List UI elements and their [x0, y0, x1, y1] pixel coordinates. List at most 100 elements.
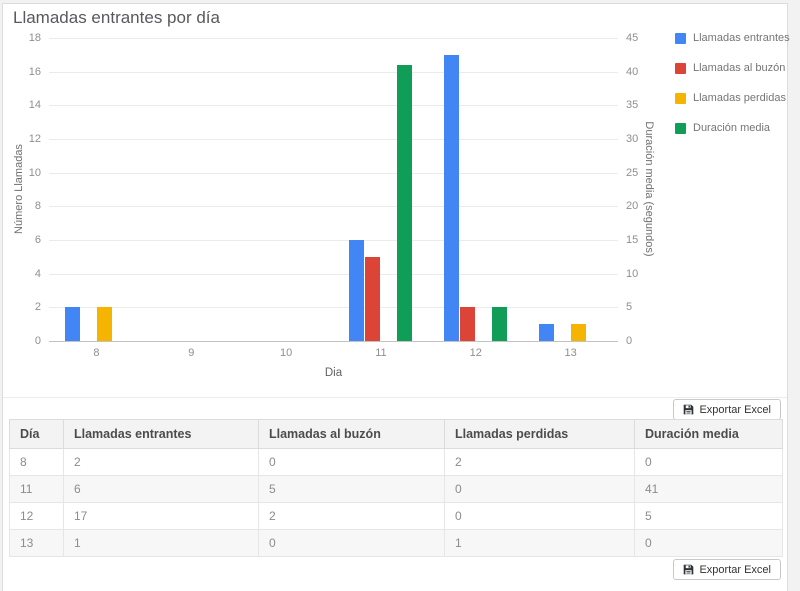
table-header-cell: Llamadas al buzón — [258, 419, 445, 449]
gridline — [49, 206, 618, 208]
table-cell: 1 — [444, 529, 635, 557]
table-cell: 6 — [63, 475, 259, 503]
y-right-tick-label: 15 — [626, 234, 639, 246]
bar-llamadas-perdidas-day-8[interactable] — [96, 307, 112, 341]
table-cell: 0 — [634, 529, 783, 557]
y-right-tick-label: 35 — [626, 99, 639, 112]
table-cell: 5 — [634, 502, 783, 530]
table-row: 12 17 2 0 5 — [9, 502, 783, 530]
y-left-tick-label: 18 — [28, 32, 41, 44]
table-header-cell: Día — [9, 419, 64, 449]
gridline — [49, 307, 618, 309]
table-cell: 5 — [258, 475, 445, 503]
export-excel-label: Exportar Excel — [699, 403, 771, 416]
export-excel-button-bottom[interactable]: Exportar Excel — [673, 559, 781, 580]
legend-label: Llamadas perdidas — [693, 92, 786, 104]
table-row: 13 1 0 1 0 — [9, 529, 783, 557]
y-right-tick-label: 25 — [626, 166, 639, 179]
y-left-tick-label: 4 — [34, 267, 41, 280]
bar-llamadas-entrantes-day-12[interactable] — [444, 54, 460, 341]
legend-item-1[interactable]: Llamadas entrantes — [675, 32, 790, 44]
bar-duraci-n-media-day-12[interactable] — [492, 307, 508, 341]
table-cell: 0 — [258, 448, 445, 476]
y-right-tick-label: 10 — [626, 267, 639, 280]
table-header-cell: Llamadas entrantes — [63, 419, 259, 449]
save-icon — [684, 404, 694, 415]
table-cell: 0 — [444, 502, 635, 530]
table-header-cell: Llamadas perdidas — [444, 419, 635, 449]
bar-llamadas-entrantes-day-11[interactable] — [349, 240, 365, 341]
legend-item-4[interactable]: Duración media — [675, 122, 790, 134]
table-cell: 1 — [63, 529, 259, 557]
y-axis-title-left: Número Llamadas — [13, 144, 25, 234]
table-header-row: Día Llamadas entrantes Llamadas al buzón Ll… — [9, 419, 783, 449]
table-row: 11 6 5 0 41 — [9, 475, 783, 503]
legend-swatch — [675, 92, 686, 104]
table-cell: 41 — [634, 475, 783, 503]
gridline — [49, 172, 618, 174]
x-tick-label: 12 — [469, 347, 482, 359]
bar-llamadas-entrantes-day-8[interactable] — [64, 307, 80, 341]
export-excel-button-top[interactable]: Exportar Excel — [673, 399, 781, 420]
x-tick-label: 10 — [279, 347, 293, 359]
save-icon — [684, 564, 694, 575]
legend-item-3[interactable]: Llamadas perdidas — [675, 92, 790, 104]
table-cell: 8 — [9, 448, 64, 476]
table-cell: 2 — [63, 448, 259, 476]
section-divider — [3, 397, 787, 398]
y-right-tick-label: 0 — [626, 335, 633, 347]
y-right-tick-label: 30 — [626, 133, 639, 145]
y-left-tick-label: 16 — [28, 65, 41, 78]
bar-llamadas-perdidas-day-13[interactable] — [571, 324, 587, 341]
y-left-tick-label: 14 — [28, 99, 41, 112]
page-title: Llamadas entrantes por día — [13, 8, 220, 27]
legend-swatch — [675, 122, 686, 134]
bar-llamadas-al-buz-n-day-12[interactable] — [460, 307, 476, 341]
table-cell: 17 — [63, 502, 259, 530]
table-cell: 2 — [444, 448, 635, 476]
legend-label: Llamadas entrantes — [693, 32, 790, 44]
export-excel-label: Exportar Excel — [699, 563, 771, 576]
y-left-tick-label: 6 — [34, 234, 41, 246]
y-left-tick-label: 12 — [28, 133, 41, 145]
calls-table: Día Llamadas entrantes Llamadas al buzón Ll… — [9, 419, 783, 557]
x-axis-title: Dia — [324, 367, 343, 379]
legend-label: Duración media — [693, 122, 771, 134]
x-tick-label: 11 — [375, 347, 387, 359]
y-left-tick-label: 8 — [34, 200, 41, 213]
x-tick-label: 9 — [188, 347, 195, 359]
chart-legend: Llamadas entrantes Llamadas al buzón Llama… — [675, 32, 790, 134]
plot-area — [49, 38, 618, 342]
table-header-cell: Duración media — [634, 419, 783, 449]
gridline — [49, 71, 618, 73]
x-tick-label: 13 — [564, 347, 577, 359]
y-right-tick-label: 40 — [626, 65, 639, 78]
legend-item-2[interactable]: Llamadas al buzón — [675, 62, 790, 74]
dashboard-card: Llamadas entrantes por día Dia Número Ll… — [2, 3, 790, 591]
table-cell: 2 — [258, 502, 445, 530]
bar-duraci-n-media-day-11[interactable] — [397, 64, 413, 341]
table-cell: 0 — [444, 475, 635, 503]
table-cell: 11 — [9, 475, 64, 503]
gridline — [49, 240, 618, 241]
legend-swatch — [675, 62, 686, 74]
table-cell: 12 — [9, 502, 64, 530]
gridline — [49, 38, 618, 39]
gridline — [49, 139, 618, 140]
bar-llamadas-entrantes-day-13[interactable] — [539, 324, 555, 341]
table-cell: 0 — [634, 448, 783, 476]
x-axis-baseline — [49, 341, 618, 342]
y-right-tick-label: 5 — [626, 301, 633, 314]
legend-swatch — [675, 32, 686, 44]
y-left-tick-label: 10 — [28, 166, 41, 179]
y-left-tick-label: 0 — [34, 335, 41, 347]
x-tick-label: 8 — [93, 347, 100, 359]
y-left-tick-label: 2 — [34, 301, 41, 314]
table-cell: 0 — [258, 529, 445, 557]
bar-llamadas-al-buz-n-day-11[interactable] — [365, 256, 381, 341]
gridline — [49, 105, 618, 107]
table-cell: 13 — [9, 529, 64, 557]
gridline — [49, 273, 618, 275]
y-right-tick-label: 20 — [626, 200, 639, 213]
